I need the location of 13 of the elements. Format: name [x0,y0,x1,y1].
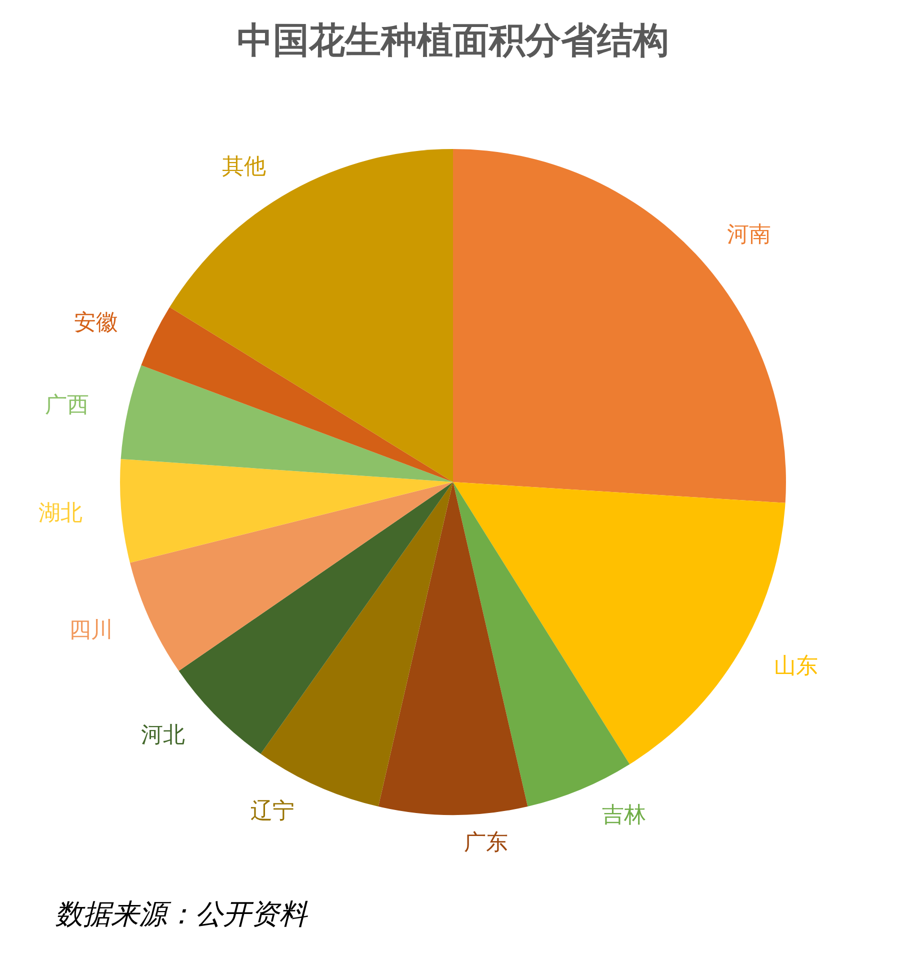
slice-label: 四川 [68,618,113,644]
slice-label: 广西 [45,392,90,418]
slice-label: 山东 [774,654,818,680]
slice-label: 吉林 [602,803,646,828]
slice-label: 河北 [141,723,186,748]
slice-label: 安徽 [74,310,118,336]
slice-label: 河南 [727,222,772,248]
slice-label: 广东 [464,830,508,856]
slice-label: 辽宁 [250,798,294,824]
chart-title: 中国花生种植面积分省结构 [237,20,669,62]
source-note: 数据来源：公开资料 [55,898,308,930]
slice-label: 其他 [222,154,266,180]
slice-label: 湖北 [38,501,82,526]
